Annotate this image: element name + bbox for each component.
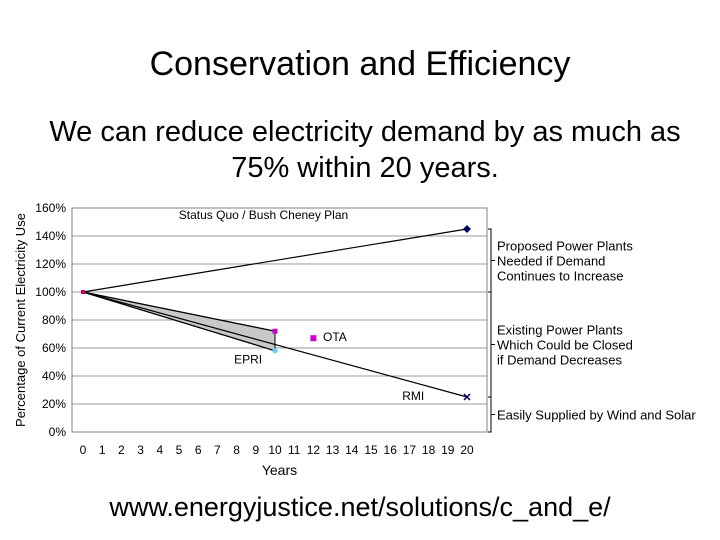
y-tick-label: 60% xyxy=(42,341,66,355)
series-marker xyxy=(272,348,278,354)
x-tick-label: 13 xyxy=(326,443,340,457)
y-tick-label: 120% xyxy=(35,257,66,271)
x-tick-label: 3 xyxy=(137,443,144,457)
bracket xyxy=(488,228,492,293)
ota-point-marker xyxy=(310,335,317,342)
slide-subtitle: We can reduce electricity demand by as m… xyxy=(49,116,681,184)
x-tick-label: 19 xyxy=(441,443,455,457)
x-tick-label: 14 xyxy=(345,443,359,457)
plot-frame xyxy=(71,207,488,433)
bracket-label: Continues to Increase xyxy=(497,269,623,284)
x-tick-label: 16 xyxy=(384,443,398,457)
series-start-marker xyxy=(81,290,85,294)
bracket-label: if Demand Decreases xyxy=(497,353,622,368)
x-tick-label: 15 xyxy=(364,443,378,457)
x-tick-label: 7 xyxy=(214,443,221,457)
x-tick-label: 9 xyxy=(252,443,259,457)
series-marker xyxy=(463,393,471,401)
x-tick-label: 11 xyxy=(288,443,301,457)
series-line-rmi xyxy=(82,291,468,398)
x-tick-label: 18 xyxy=(422,443,436,457)
y-tick-label: 40% xyxy=(42,369,66,383)
series-label: Status Quo / Bush Cheney Plan xyxy=(179,208,348,222)
bracket-label: Easily Supplied by Wind and Solar xyxy=(497,408,696,423)
x-tick-label: 1 xyxy=(99,443,106,457)
x-tick-label: 20 xyxy=(460,443,474,457)
series-line-ota xyxy=(82,291,276,332)
bracket-label: Which Could be Closed xyxy=(497,338,633,353)
bracket-label: Needed if Demand xyxy=(497,254,605,269)
series-label: EPRI xyxy=(234,352,262,366)
x-tick-label: 8 xyxy=(233,443,240,457)
x-tick-label: 17 xyxy=(403,443,417,457)
series-label: RMI xyxy=(402,389,424,403)
slide-title: Conservation and Efficiency xyxy=(149,45,571,83)
y-axis-label: Percentage of Current Electricity Use xyxy=(13,213,28,427)
bracket-label: Existing Power Plants xyxy=(497,323,623,338)
y-tick-label: 140% xyxy=(35,229,66,243)
series-line-status xyxy=(82,228,468,293)
series-lines xyxy=(82,228,468,398)
series-marker xyxy=(463,225,471,233)
bracket xyxy=(488,291,492,398)
gridlines xyxy=(72,207,487,433)
series-line-epri xyxy=(82,291,276,352)
x-axis-label: Years xyxy=(262,462,297,478)
y-tick-label: 160% xyxy=(35,201,66,215)
series-markers xyxy=(81,225,471,401)
y-tick-labels: 0% 20% 40% 60% 80% 100% 120% 140% 160% xyxy=(35,201,66,439)
x-tick-labels: 0 1 2 3 4 5 6 7 8 9 10 11 12 13 14 15 16 17 18 19 20 xyxy=(80,443,474,457)
bracket xyxy=(488,396,492,433)
x-tick-label: 6 xyxy=(195,443,202,457)
y-tick-label: 100% xyxy=(35,285,66,299)
x-tick-label: 0 xyxy=(80,443,87,457)
series-label: OTA xyxy=(323,330,347,344)
y-tick-label: 0% xyxy=(49,425,67,439)
series-labels: Status Quo / Bush Cheney Plan RMI EPRI OTA xyxy=(179,208,424,403)
bracket-label: Proposed Power Plants xyxy=(497,239,633,254)
y-tick-label: 80% xyxy=(42,313,66,327)
x-tick-label: 2 xyxy=(118,443,125,457)
x-tick-label: 4 xyxy=(156,443,163,457)
series-marker xyxy=(272,328,278,334)
x-tick-label: 5 xyxy=(176,443,183,457)
y-tick-label: 20% xyxy=(42,397,66,411)
x-tick-label: 10 xyxy=(268,443,282,457)
source-url: www.energyjustice.net/solutions/c_and_e/ xyxy=(109,492,611,522)
x-tick-label: 12 xyxy=(307,443,321,457)
